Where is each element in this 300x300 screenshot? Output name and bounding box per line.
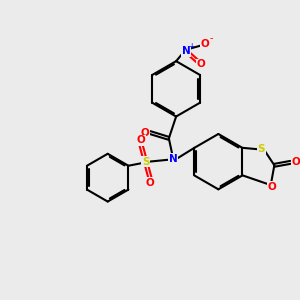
Text: O: O (196, 59, 205, 69)
Text: N: N (182, 46, 191, 56)
Text: O: O (201, 39, 210, 49)
Text: +: + (188, 41, 194, 50)
Text: N: N (169, 154, 178, 164)
Text: O: O (137, 135, 146, 146)
Text: S: S (257, 144, 265, 154)
Text: O: O (291, 158, 300, 167)
Text: S: S (142, 157, 149, 166)
Text: -: - (209, 34, 213, 44)
Text: O: O (267, 182, 276, 191)
Text: O: O (140, 128, 149, 137)
Text: O: O (146, 178, 154, 188)
